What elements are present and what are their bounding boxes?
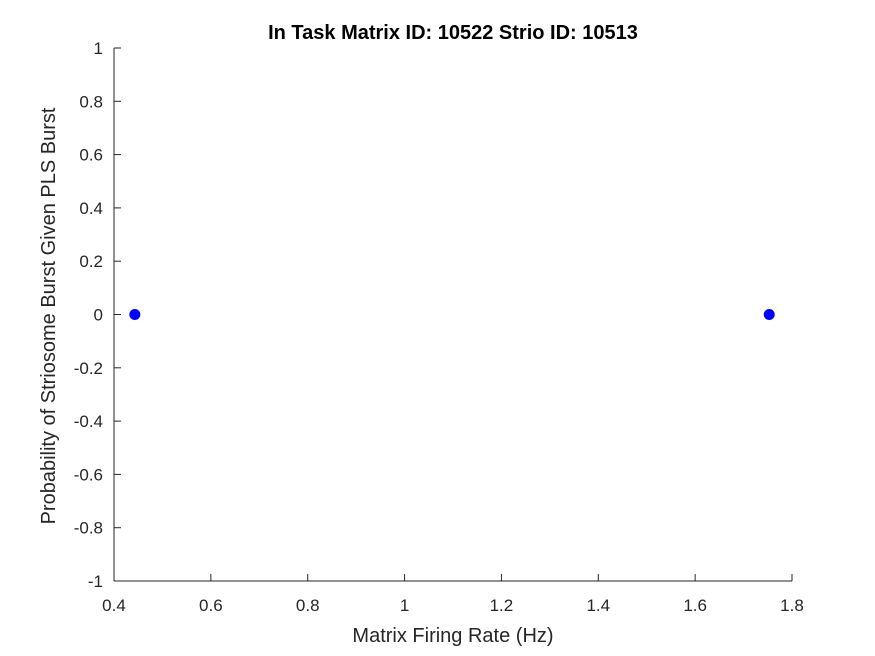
y-tick-label: 0.8 (79, 92, 103, 111)
y-tick-label: -1 (88, 572, 103, 591)
y-tick-label: 1 (94, 39, 103, 58)
y-tick-label: -0.8 (74, 519, 103, 538)
y-tick-label: 0.6 (79, 146, 103, 165)
data-points (129, 309, 775, 320)
x-tick-label: 0.6 (199, 596, 223, 615)
y-tick-label: -0.2 (74, 359, 103, 378)
x-tick-label: 1.2 (490, 596, 514, 615)
x-tick-label: 1 (400, 596, 409, 615)
y-ticks: -1 -0.8 -0.6 -0.4 -0.2 0 0.2 0.4 0.6 0.8 1 (74, 39, 121, 591)
x-tick-label: 1.6 (683, 596, 707, 615)
x-axis-label: Matrix Firing Rate (Hz) (352, 625, 553, 647)
x-tick-label: 1.8 (780, 596, 804, 615)
data-point (763, 309, 775, 320)
y-tick-label: 0.2 (79, 252, 103, 271)
x-tick-label: 0.4 (102, 596, 126, 615)
x-ticks: 0.4 0.6 0.8 1 1.2 1.4 1.6 1.8 (102, 574, 804, 615)
chart-title: In Task Matrix ID: 10522 Strio ID: 10513 (268, 22, 638, 44)
y-axis-label: Probability of Striosome Burst Given PLS… (38, 107, 60, 524)
y-tick-label: -0.6 (74, 465, 103, 484)
x-tick-label: 0.8 (296, 596, 320, 615)
data-point (129, 309, 141, 320)
y-tick-label: 0.4 (79, 199, 103, 218)
axes (113, 48, 792, 582)
y-tick-label: 0 (94, 306, 103, 325)
y-tick-label: -0.4 (74, 412, 103, 431)
x-tick-label: 1.4 (586, 596, 610, 615)
